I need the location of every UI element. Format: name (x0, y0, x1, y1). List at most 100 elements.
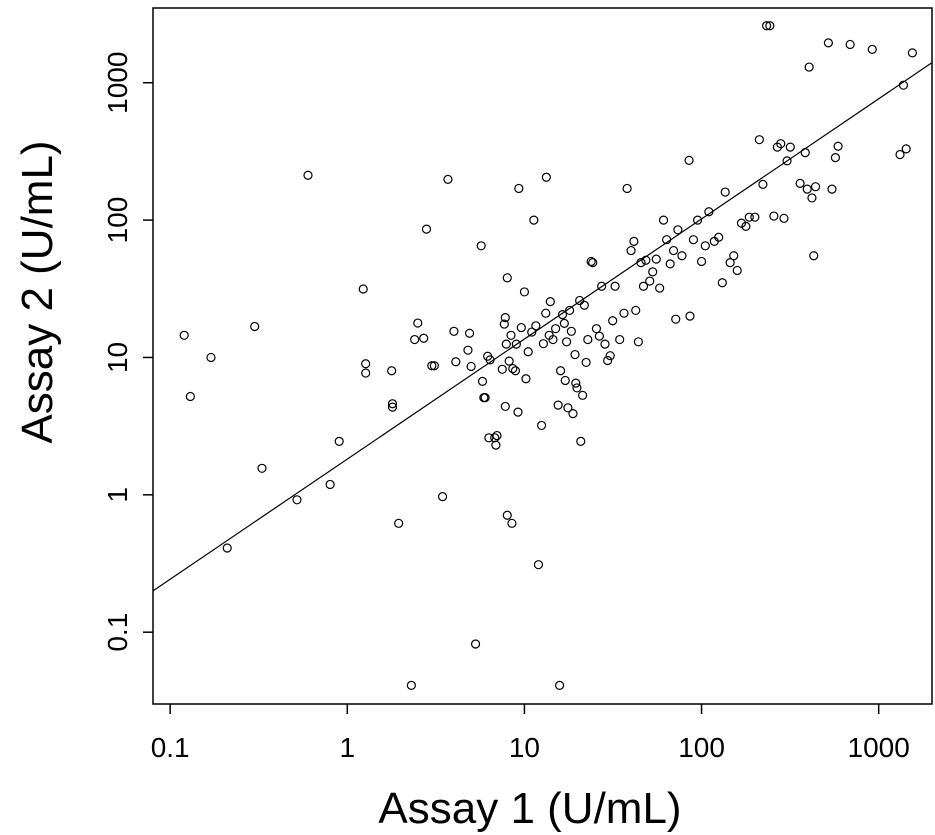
data-point (553, 400, 563, 410)
data-point (765, 21, 775, 31)
data-point (443, 174, 453, 184)
data-point (523, 347, 533, 357)
data-point (508, 363, 518, 374)
data-point (576, 436, 586, 446)
y-tick-label: 0.1 (102, 613, 133, 652)
x-tick-label: 10 (509, 732, 540, 763)
data-point (513, 407, 523, 417)
data-point (565, 305, 575, 316)
data-point (480, 393, 490, 403)
y-tick-label: 1 (102, 487, 133, 503)
data-point (769, 211, 779, 221)
data-point (901, 144, 911, 154)
data-point (717, 278, 727, 288)
data-point (470, 639, 481, 649)
data-point (387, 402, 398, 412)
x-tick-label: 1 (340, 732, 356, 763)
data-point (257, 463, 267, 473)
data-point (615, 334, 625, 345)
data-point (704, 207, 714, 217)
data-point (499, 319, 509, 329)
data-point (206, 352, 216, 363)
data-point (581, 357, 591, 368)
data-point (560, 375, 570, 386)
data-point (551, 324, 561, 334)
data-point (867, 44, 877, 54)
data-point (497, 364, 507, 374)
data-point (303, 170, 313, 180)
data-point (413, 318, 423, 328)
data-point (325, 479, 335, 490)
y-axis-title: Assay 2 (U/mL) (13, 140, 62, 443)
data-point (387, 366, 397, 376)
data-point (597, 281, 607, 291)
x-tick-label: 1000 (848, 732, 910, 763)
data-point (744, 212, 754, 222)
data-point (800, 148, 810, 158)
data-point (516, 322, 526, 333)
data-point (406, 680, 416, 690)
data-point (645, 276, 655, 286)
data-point (619, 308, 629, 318)
data-point (605, 351, 615, 361)
data-point (807, 193, 817, 203)
y-axis: 0.1 1 10 100 1000 (102, 52, 153, 652)
data-point (750, 212, 760, 222)
data-point (429, 361, 439, 371)
data-point (648, 267, 658, 277)
data-point (514, 183, 524, 194)
data-point (907, 48, 917, 58)
data-point (519, 287, 530, 297)
data-point (571, 378, 581, 388)
data-point (685, 311, 695, 321)
data-point (548, 334, 558, 345)
data-point (572, 383, 582, 393)
y-tick-label: 100 (102, 197, 133, 244)
data-point (608, 316, 618, 326)
data-point (603, 355, 613, 366)
data-point (421, 224, 432, 234)
plot-frame (152, 7, 933, 705)
data-point (741, 221, 751, 231)
data-point (633, 337, 643, 347)
data-point (626, 245, 636, 256)
data-point (810, 182, 821, 192)
data-point (463, 345, 473, 355)
data-point (725, 258, 735, 268)
data-point (563, 403, 573, 413)
data-point (250, 321, 260, 332)
data-point (586, 256, 596, 267)
data-point (529, 215, 539, 225)
data-point (662, 235, 672, 245)
data-point (179, 330, 189, 340)
data-point (833, 141, 843, 151)
y-tick-label: 1000 (102, 52, 133, 114)
data-point (762, 21, 772, 31)
data-point (536, 420, 547, 431)
data-point (720, 187, 730, 197)
data-point (500, 401, 510, 412)
data-point (506, 330, 516, 340)
data-point (510, 366, 521, 376)
data-point (729, 251, 739, 261)
data-point (555, 680, 565, 690)
data-point (575, 295, 585, 306)
x-tick-label: 100 (678, 732, 725, 763)
data-point (555, 366, 566, 376)
data-point (802, 184, 812, 194)
data-point (464, 328, 475, 338)
data-point (477, 376, 488, 386)
data-point (823, 38, 833, 48)
data-point (776, 139, 786, 149)
data-point (561, 337, 572, 347)
data-point (427, 361, 437, 371)
data-point (785, 142, 795, 152)
data-point (541, 172, 551, 182)
data-point (830, 153, 841, 163)
x-axis: 0.1 1 10 100 1000 (151, 704, 910, 763)
fit-line (152, 62, 933, 592)
x-tick-label: 0.1 (151, 732, 190, 763)
data-point (827, 184, 837, 194)
data-point (671, 314, 681, 324)
